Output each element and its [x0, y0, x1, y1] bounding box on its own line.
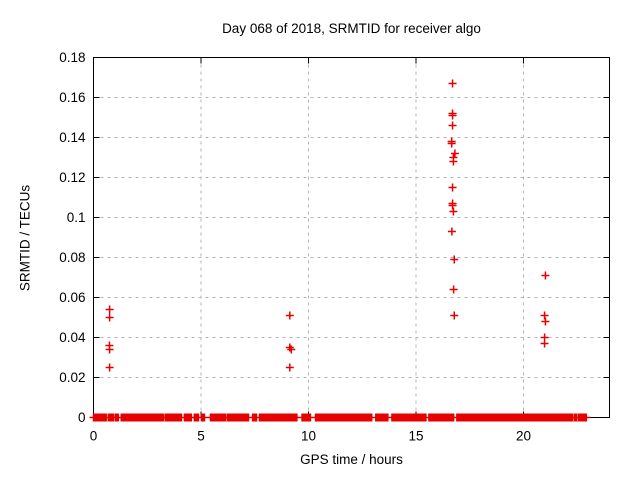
x-tick-label: 20 — [516, 429, 531, 444]
y-tick-label: 0.02 — [59, 370, 85, 385]
x-tick-label: 0 — [90, 429, 98, 444]
grid-lines — [93, 57, 610, 418]
y-tick-label: 0.18 — [59, 50, 85, 65]
x-tick-label: 10 — [301, 429, 316, 444]
y-tick-label: 0.12 — [59, 170, 85, 185]
y-tick-label: 0 — [78, 410, 86, 425]
y-tick-label: 0.16 — [59, 90, 85, 105]
baseline-points — [89, 413, 591, 422]
plot-border — [93, 57, 610, 418]
y-tick-label: 0.06 — [59, 290, 85, 305]
y-tick-label: 0.14 — [59, 130, 86, 145]
x-axis-label: GPS time / hours — [300, 452, 403, 467]
chart-title: Day 068 of 2018, SRMTID for receiver alg… — [222, 21, 481, 36]
data-points — [105, 79, 550, 372]
y-tick-label: 0.1 — [67, 210, 86, 225]
y-tick-label: 0.08 — [59, 250, 85, 265]
axes — [93, 57, 610, 418]
tick-labels: 0 0.02 0.04 0.06 0.08 0.1 0.12 0.14 0.16 0.18 0 5 10… — [59, 50, 531, 444]
x-tick-label: 5 — [197, 429, 205, 444]
x-tick-label: 15 — [408, 429, 423, 444]
y-tick-label: 0.04 — [59, 330, 86, 345]
